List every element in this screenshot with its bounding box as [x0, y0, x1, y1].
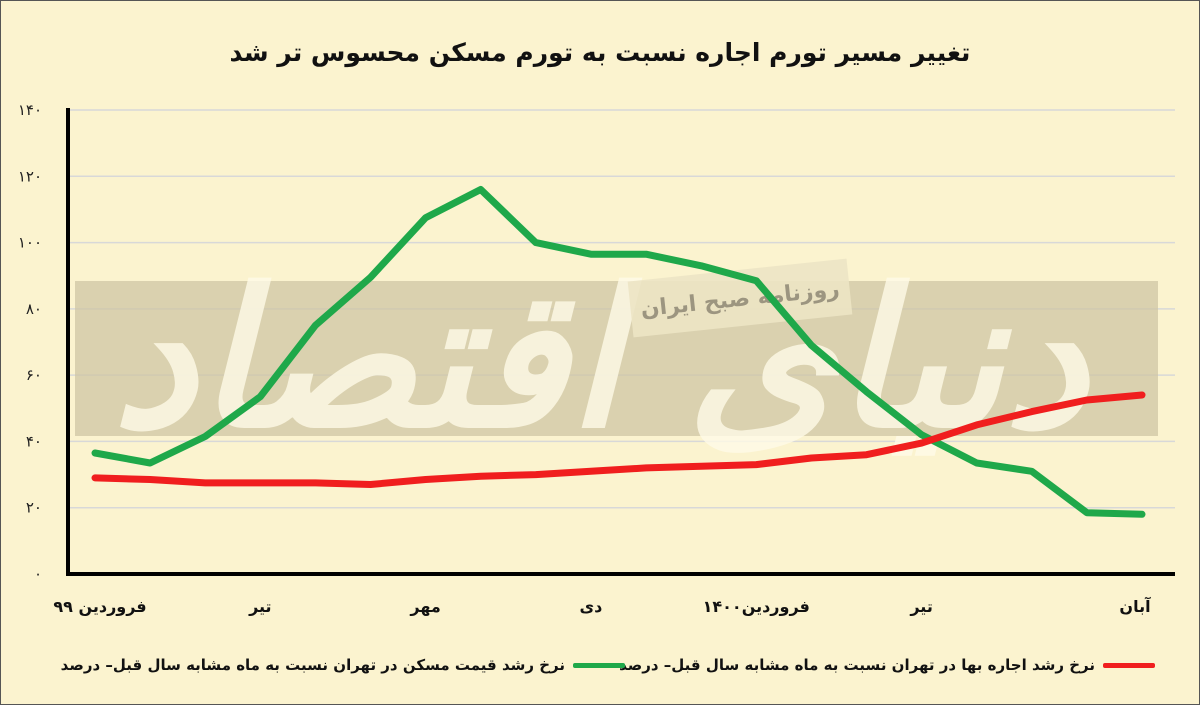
series-line-rent	[91, 391, 1146, 488]
x-tick-label: مهر	[409, 597, 440, 616]
y-tick-label: ۱۲۰	[18, 167, 42, 185]
legend-item-housing: نرخ رشد قیمت مسکن در تهران نسبت به ماه م…	[61, 650, 625, 680]
watermark-brand: دنیای اقتصاد	[112, 249, 1092, 470]
series-lines	[91, 186, 1146, 518]
y-tick-label: ۱۰۰	[18, 234, 42, 252]
x-tick-label: تیر	[248, 597, 272, 616]
legend-item-rent: نرخ رشد اجاره بها در تهران نسبت به ماه م…	[619, 650, 1155, 680]
grid-lines	[68, 109, 1175, 509]
y-tick-label: ۸۰	[26, 300, 42, 318]
legend-label-rent: نرخ رشد اجاره بها در تهران نسبت به ماه م…	[619, 656, 1095, 674]
x-tick-label: فروردین ۹۹	[53, 597, 146, 616]
legend-swatch-red	[1103, 662, 1155, 668]
y-tick-label: ۰	[34, 565, 42, 583]
y-tick-labels: ۰ ۲۰ ۴۰ ۶۰ ۸۰ ۱۰۰ ۱۲۰ ۱۴۰	[18, 101, 42, 583]
x-tick-label: دی	[580, 597, 603, 616]
x-tick-label: آبان	[1119, 596, 1151, 616]
watermark-tag-box	[627, 258, 853, 338]
y-tick-label: ۱۴۰	[18, 101, 42, 119]
x-tick-labels: فروردین ۹۹ تیر مهر دی فروردین۱۴۰۰ تیر آبان	[53, 596, 1151, 616]
axes	[66, 108, 1175, 576]
legend-label-housing: نرخ رشد قیمت مسکن در تهران نسبت به ماه م…	[60, 656, 565, 674]
legend-swatch-green	[573, 662, 625, 668]
series-line-housing-price	[91, 186, 1146, 518]
x-tick-label: تیر	[909, 597, 933, 616]
y-tick-label: ۲۰	[26, 499, 42, 517]
y-tick-label: ۶۰	[26, 366, 42, 384]
legend: نرخ رشد اجاره بها در تهران نسبت به ماه م…	[0, 650, 1200, 680]
y-tick-label: ۴۰	[26, 432, 42, 450]
x-tick-label: فروردین۱۴۰۰	[703, 597, 810, 616]
chart-title: تغییر مسیر تورم اجاره نسبت به تورم مسکن …	[229, 38, 971, 67]
watermark-band	[75, 281, 1158, 436]
